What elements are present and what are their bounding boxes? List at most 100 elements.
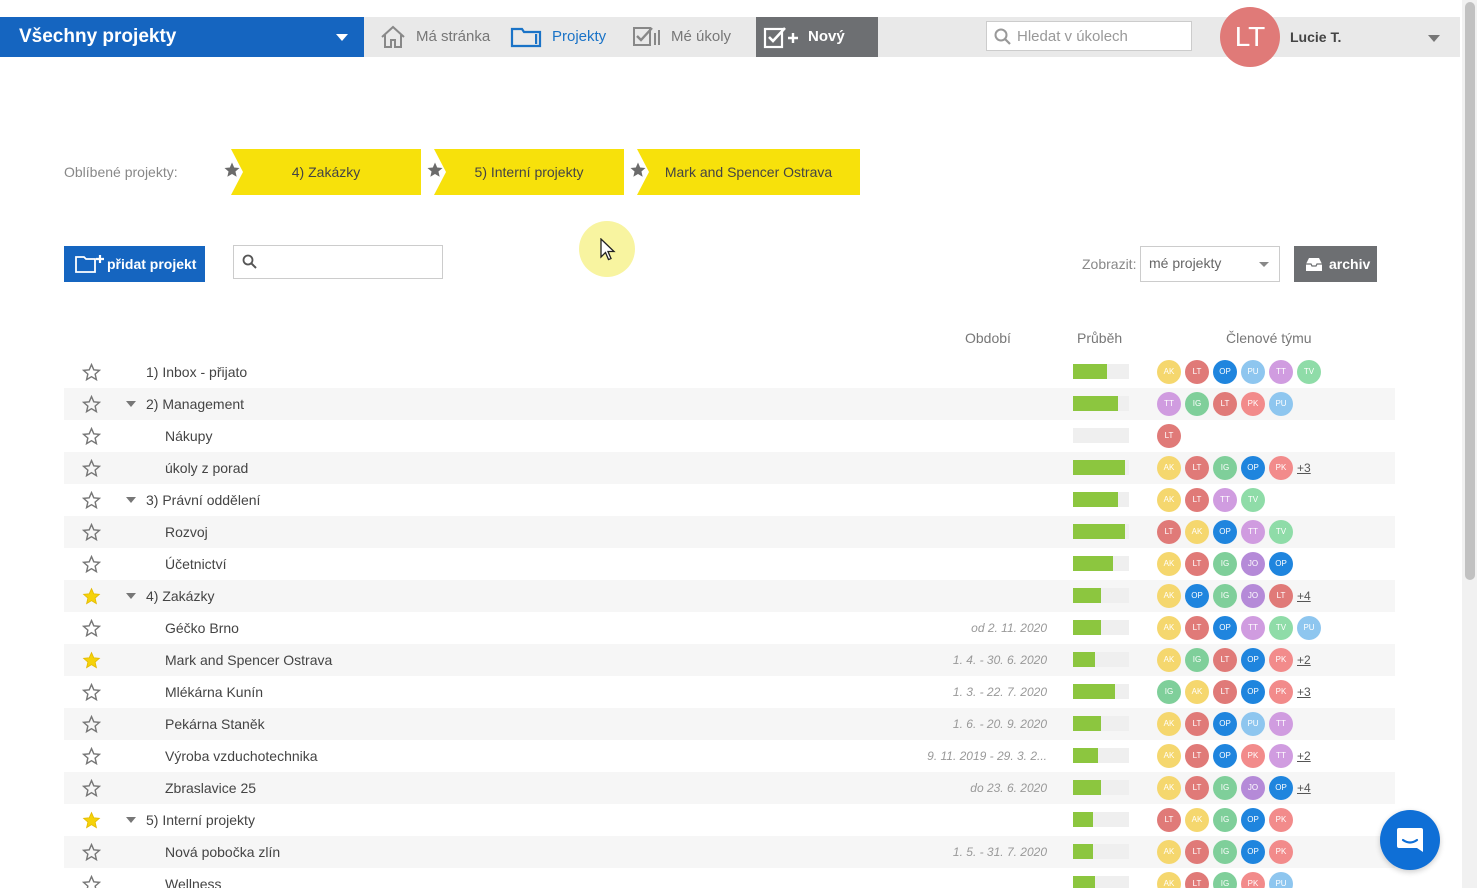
member-avatar[interactable]: AK xyxy=(1157,744,1181,768)
member-avatar[interactable]: AK xyxy=(1157,648,1181,672)
member-avatar[interactable]: PK xyxy=(1269,840,1293,864)
member-avatar[interactable]: TV xyxy=(1269,520,1293,544)
member-avatar[interactable]: OP xyxy=(1241,840,1265,864)
member-avatar[interactable]: LT xyxy=(1185,616,1209,640)
member-avatar[interactable]: IG xyxy=(1213,872,1237,888)
member-avatar[interactable]: LT xyxy=(1269,584,1293,608)
member-avatar[interactable]: AK xyxy=(1157,872,1181,888)
member-avatar[interactable]: IG xyxy=(1213,584,1237,608)
member-avatar[interactable]: LT xyxy=(1185,776,1209,800)
table-row[interactable]: Zbraslavice 25 do 23. 6. 2020 AK LT IG JO OP +4 xyxy=(64,772,1395,804)
project-name[interactable]: Zbraslavice 25 xyxy=(165,780,257,796)
member-avatar[interactable]: TT xyxy=(1157,392,1181,416)
member-avatar[interactable]: LT xyxy=(1157,424,1181,448)
table-row[interactable]: Wellness AK LT IG PK PU xyxy=(64,868,1395,888)
member-avatar[interactable]: AK xyxy=(1157,616,1181,640)
project-name[interactable]: 5) Interní projekty xyxy=(146,812,255,828)
table-row[interactable]: Rozvoj LT AK OP TT TV xyxy=(64,516,1395,548)
member-avatar[interactable]: IG xyxy=(1213,776,1237,800)
project-name[interactable]: Výroba vzduchotechnika xyxy=(165,748,318,764)
member-avatar[interactable]: JO xyxy=(1241,584,1265,608)
member-avatar[interactable]: IG xyxy=(1213,552,1237,576)
member-avatar[interactable]: AK xyxy=(1185,520,1209,544)
member-avatar[interactable]: OP xyxy=(1213,712,1237,736)
member-avatar[interactable]: PK xyxy=(1241,872,1265,888)
chat-button[interactable] xyxy=(1380,810,1440,870)
collapse-toggle-icon[interactable] xyxy=(126,497,136,503)
member-avatar[interactable]: AK xyxy=(1157,488,1181,512)
member-avatar[interactable]: JO xyxy=(1241,552,1265,576)
member-avatar[interactable]: LT xyxy=(1213,392,1237,416)
member-avatar[interactable]: AK xyxy=(1157,360,1181,384)
add-project-button[interactable]: přidat projekt xyxy=(64,246,205,282)
member-avatar[interactable]: OP xyxy=(1185,584,1209,608)
member-avatar[interactable]: OP xyxy=(1241,808,1265,832)
table-row[interactable]: Nová pobočka zlín 1. 5. - 31. 7. 2020 AK LT… xyxy=(64,836,1395,868)
project-name[interactable]: 3) Právní oddělení xyxy=(146,492,261,508)
member-avatar[interactable]: TV xyxy=(1297,360,1321,384)
table-row[interactable]: Účetnictví AK LT IG JO OP xyxy=(64,548,1395,580)
member-avatar[interactable]: LT xyxy=(1213,648,1237,672)
project-name[interactable]: Účetnictví xyxy=(165,556,227,572)
member-avatar[interactable]: PK xyxy=(1269,680,1293,704)
member-avatar[interactable]: LT xyxy=(1185,360,1209,384)
scrollbar-thumb[interactable] xyxy=(1465,2,1475,580)
table-row[interactable]: Géčko Brno od 2. 11. 2020 AK LT OP TT TV PU xyxy=(64,612,1395,644)
star-outline-icon[interactable] xyxy=(82,555,101,574)
star-outline-icon[interactable] xyxy=(82,363,101,382)
member-avatar[interactable]: OP xyxy=(1269,776,1293,800)
favorite-chip-mark-and-spencer[interactable]: Mark and Spencer Ostrava xyxy=(630,149,860,195)
member-avatar[interactable]: AK xyxy=(1157,456,1181,480)
favorite-chip-zakazky[interactable]: 4) Zakázky xyxy=(224,149,421,195)
member-avatar[interactable]: OP xyxy=(1269,552,1293,576)
member-avatar[interactable]: IG xyxy=(1185,392,1209,416)
member-avatar[interactable]: OP xyxy=(1213,744,1237,768)
member-avatar[interactable]: OP xyxy=(1213,616,1237,640)
project-name[interactable]: úkoly z porad xyxy=(165,460,249,476)
project-name[interactable]: Géčko Brno xyxy=(165,620,239,636)
favorite-chip-interni-projekty[interactable]: 5) Interní projekty xyxy=(427,149,624,195)
star-outline-icon[interactable] xyxy=(82,459,101,478)
member-avatar[interactable]: PK xyxy=(1269,648,1293,672)
project-search-input[interactable] xyxy=(262,246,437,278)
star-outline-icon[interactable] xyxy=(82,491,101,510)
table-row[interactable]: Mlékárna Kunín 1. 3. - 22. 7. 2020 IG AK LT O… xyxy=(64,676,1395,708)
nav-my-page[interactable]: Má stránka xyxy=(380,17,500,57)
member-avatar[interactable]: TT xyxy=(1269,360,1293,384)
star-icon[interactable] xyxy=(629,161,647,179)
member-avatar[interactable]: LT xyxy=(1185,488,1209,512)
member-avatar[interactable]: LT xyxy=(1213,680,1237,704)
task-search-input[interactable] xyxy=(1017,22,1187,50)
table-row[interactable]: 3) Právní oddělení AK LT TT TV xyxy=(64,484,1395,516)
table-row[interactable]: 1) Inbox - přijato AK LT OP PU TT TV xyxy=(64,356,1395,388)
project-name[interactable]: Rozvoj xyxy=(165,524,208,540)
star-outline-icon[interactable] xyxy=(82,843,101,862)
star-outline-icon[interactable] xyxy=(82,875,101,888)
user-avatar[interactable]: LT xyxy=(1220,7,1280,67)
collapse-toggle-icon[interactable] xyxy=(126,593,136,599)
table-row[interactable]: 5) Interní projekty LT AK IG OP PK xyxy=(64,804,1395,836)
star-outline-icon[interactable] xyxy=(82,779,101,798)
project-name[interactable]: Mlékárna Kunín xyxy=(165,684,264,700)
member-avatar[interactable]: LT xyxy=(1185,840,1209,864)
star-outline-icon[interactable] xyxy=(82,683,101,702)
star-outline-icon[interactable] xyxy=(82,747,101,766)
nav-my-tasks[interactable]: Mé úkoly xyxy=(632,17,742,57)
project-name[interactable]: Pekárna Staněk xyxy=(165,716,265,732)
member-avatar[interactable]: OP xyxy=(1213,360,1237,384)
project-name[interactable]: 2) Management xyxy=(146,396,245,412)
member-avatar[interactable]: AK xyxy=(1157,552,1181,576)
member-avatar[interactable]: TV xyxy=(1269,616,1293,640)
more-members-link[interactable]: +2 xyxy=(1297,749,1311,763)
star-outline-icon[interactable] xyxy=(82,427,101,446)
nav-projects[interactable]: Projekty xyxy=(510,17,620,57)
member-avatar[interactable]: TV xyxy=(1241,488,1265,512)
member-avatar[interactable]: AK xyxy=(1185,808,1209,832)
member-avatar[interactable]: PU xyxy=(1297,616,1321,640)
table-row[interactable]: Mark and Spencer Ostrava 1. 4. - 30. 6. 2… xyxy=(64,644,1395,676)
show-filter-select[interactable]: mé projekty xyxy=(1140,246,1280,282)
more-members-link[interactable]: +4 xyxy=(1297,781,1311,795)
member-avatar[interactable]: OP xyxy=(1241,680,1265,704)
member-avatar[interactable]: LT xyxy=(1185,712,1209,736)
member-avatar[interactable]: AK xyxy=(1157,712,1181,736)
